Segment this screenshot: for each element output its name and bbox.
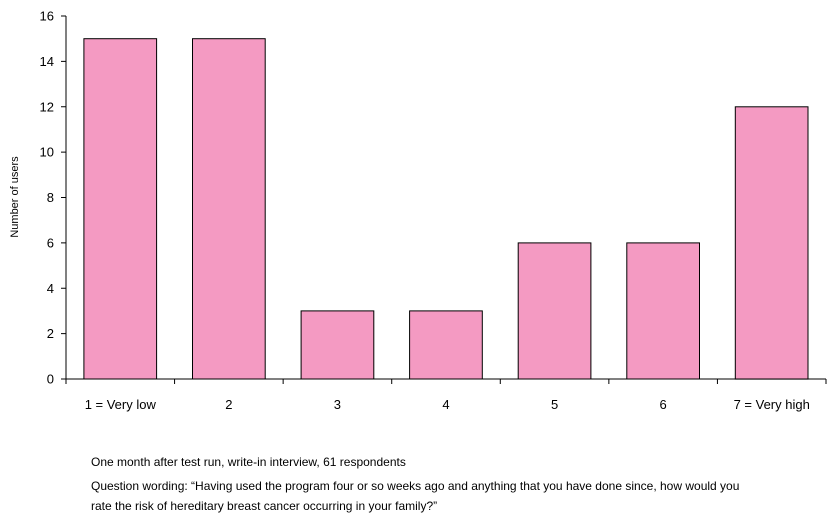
x-tick-label: 4 [442, 397, 449, 412]
bar-4 [409, 310, 483, 380]
question-wording-line-2: rate the risk of hereditary breast cance… [91, 499, 438, 513]
y-tick-label: 14 [40, 54, 54, 69]
bar-1 [83, 38, 158, 380]
x-tick-label: 2 [225, 397, 232, 412]
bar-chart: 0 2 4 6 8 10 12 14 16 1 = Very low 2 3 4 5 6 7 = Very h… [9, 9, 827, 412]
y-tick-label: 6 [47, 235, 54, 250]
y-axis-label: Number of users [9, 156, 21, 238]
bar-6 [626, 242, 700, 380]
y-tick-label: 12 [40, 99, 54, 114]
question-wording-line-1: Question wording: “Having used the progr… [91, 479, 740, 493]
axes-group: 0 2 4 6 8 10 12 14 16 1 = Very low 2 3 4 5 6 7 = Very h… [40, 9, 827, 412]
bar-3 [300, 310, 375, 380]
x-tick-label: 3 [334, 397, 341, 412]
x-tick-label: 1 = Very low [85, 397, 157, 412]
y-tick-label: 8 [47, 190, 54, 205]
survey-note: One month after test run, write-in inter… [91, 455, 406, 469]
y-tick-label: 4 [47, 281, 54, 296]
y-tick-label: 10 [40, 145, 54, 160]
bar-2 [192, 38, 266, 380]
x-tick-label: 6 [660, 397, 667, 412]
bar-5 [517, 242, 592, 380]
x-tick-label: 7 = Very high [734, 397, 810, 412]
bar-7 [734, 106, 809, 380]
x-tick-label: 5 [551, 397, 558, 412]
y-tick-label: 0 [47, 372, 54, 387]
y-tick-label: 2 [47, 326, 54, 341]
bars-group [83, 38, 809, 380]
y-tick-label: 16 [40, 9, 54, 24]
